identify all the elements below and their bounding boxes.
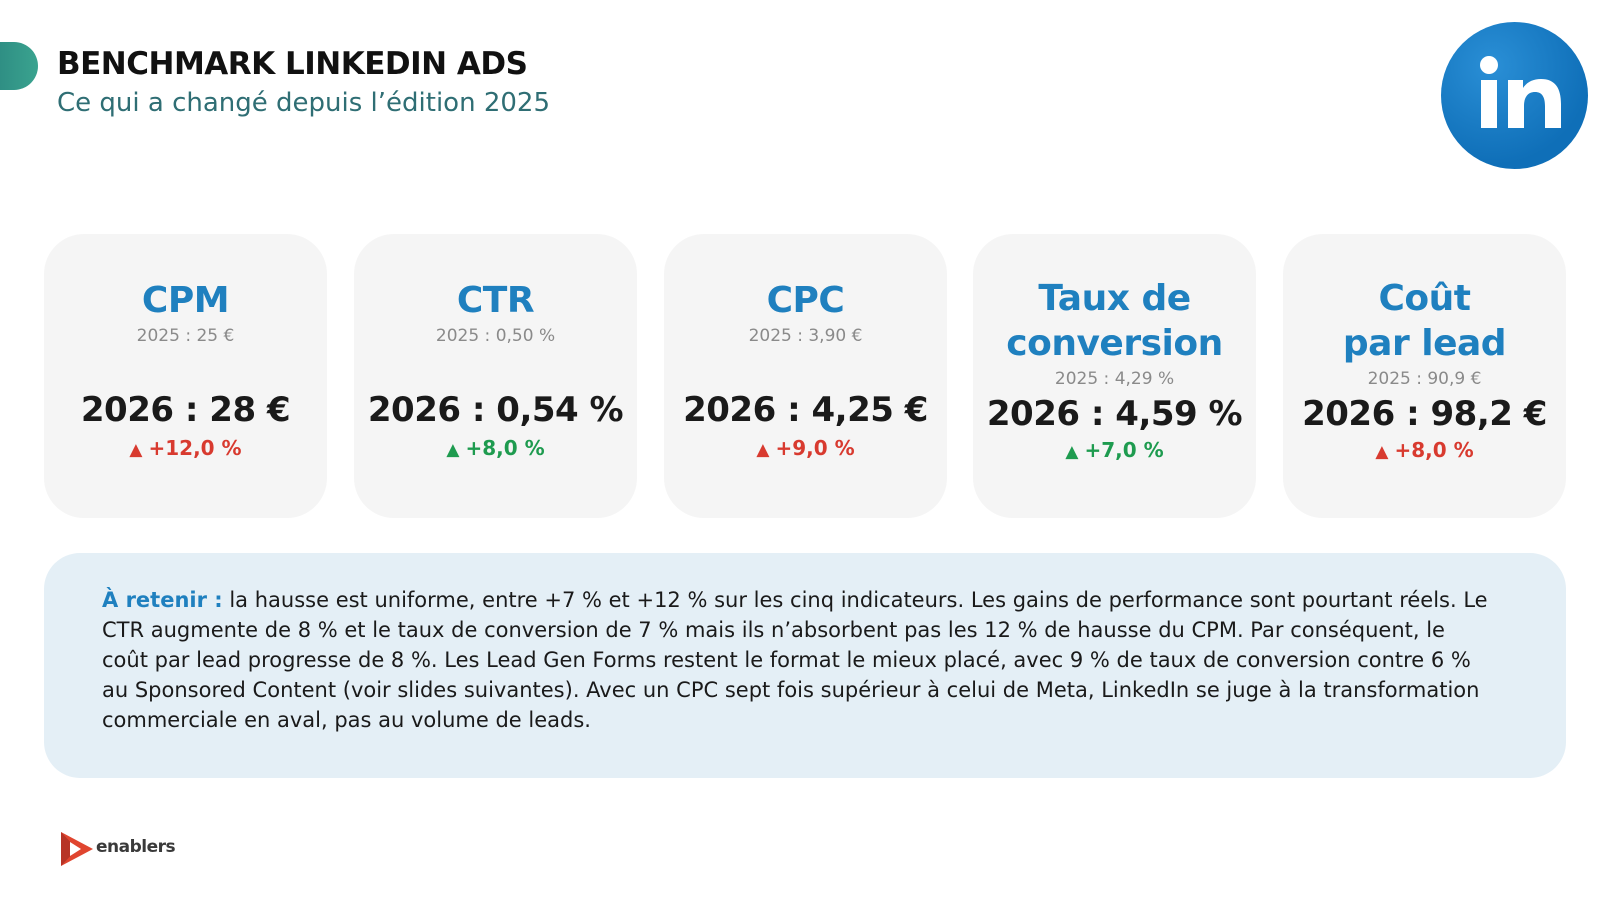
- metric-title-line2: conversion: [1006, 323, 1223, 364]
- metric-change-value: +8,0 %: [1394, 438, 1474, 462]
- metric-title: Taux de conversion: [973, 276, 1256, 366]
- metric-change: ▲ +9,0 %: [664, 436, 947, 460]
- accent-tab: [0, 42, 38, 90]
- triangle-up-icon: ▲: [446, 440, 460, 460]
- metric-title: Coût par lead: [1283, 276, 1566, 366]
- metric-title-line2: par lead: [1342, 323, 1507, 364]
- takeaway-text: la hausse est uniforme, entre +7 % et +1…: [102, 588, 1488, 732]
- metric-title: CPC: [766, 280, 845, 321]
- metric-cards: CPM 2025 : 25 € 2026 : 28 € ▲ +12,0 % CTR…: [44, 234, 1566, 518]
- metric-change-value: +7,0 %: [1084, 438, 1164, 462]
- metric-change-value: +9,0 %: [775, 436, 855, 460]
- metric-change: ▲ +12,0 %: [44, 436, 327, 460]
- metric-previous: 2025 : 0,50 %: [435, 326, 556, 346]
- metric-previous: 2025 : 3,90 €: [748, 326, 863, 346]
- metric-current: 2026 : 98,2 €: [1302, 394, 1547, 434]
- metric-current: 2026 : 0,54 %: [367, 390, 624, 430]
- metric-change: ▲ +8,0 %: [354, 436, 637, 460]
- metric-title: CPM: [141, 280, 230, 321]
- metric-current: 2026 : 4,25 €: [683, 390, 928, 430]
- metric-current: 2026 : 4,59 %: [986, 394, 1243, 434]
- metric-card-cost-per-lead: Coût par lead 2025 : 90,9 € 2026 : 98,2 …: [1283, 234, 1566, 518]
- metric-card-cpm: CPM 2025 : 25 € 2026 : 28 € ▲ +12,0 %: [44, 234, 327, 518]
- brand-name: enablers: [96, 837, 176, 857]
- takeaway-box: À retenir : la hausse est uniforme, entr…: [44, 553, 1566, 778]
- metric-change: ▲ +7,0 %: [973, 438, 1256, 462]
- metric-card-conversion-rate: Taux de conversion 2025 : 4,29 % 2026 : …: [973, 234, 1256, 518]
- metric-change-value: +8,0 %: [465, 436, 545, 460]
- triangle-up-icon: ▲: [129, 440, 143, 460]
- takeaway-paragraph: À retenir : la hausse est uniforme, entr…: [102, 585, 1496, 735]
- metric-card-ctr: CTR 2025 : 0,50 % 2026 : 0,54 % ▲ +8,0 %: [354, 234, 637, 518]
- takeaway-label: À retenir :: [102, 588, 223, 612]
- metric-title: CTR: [456, 280, 535, 321]
- metric-previous: 2025 : 90,9 €: [1367, 369, 1482, 389]
- page-subtitle: Ce qui a changé depuis l’édition 2025: [57, 88, 550, 118]
- triangle-up-icon: ▲: [1065, 442, 1079, 462]
- metric-current: 2026 : 28 €: [80, 390, 291, 430]
- metric-title-line1: Coût: [1378, 278, 1472, 319]
- linkedin-logo-icon: [1441, 22, 1588, 169]
- metric-change-value: +12,0 %: [148, 436, 242, 460]
- triangle-up-icon: ▲: [756, 440, 770, 460]
- metric-previous: 2025 : 4,29 %: [1054, 369, 1175, 389]
- metric-change: ▲ +8,0 %: [1283, 438, 1566, 462]
- page-title: BENCHMARK LINKEDIN ADS: [57, 46, 528, 82]
- metric-previous: 2025 : 25 €: [136, 326, 235, 346]
- triangle-up-icon: ▲: [1375, 442, 1389, 462]
- enablers-logo-icon: [61, 832, 93, 866]
- metric-title-line1: Taux de: [1038, 278, 1191, 319]
- metric-card-cpc: CPC 2025 : 3,90 € 2026 : 4,25 € ▲ +9,0 %: [664, 234, 947, 518]
